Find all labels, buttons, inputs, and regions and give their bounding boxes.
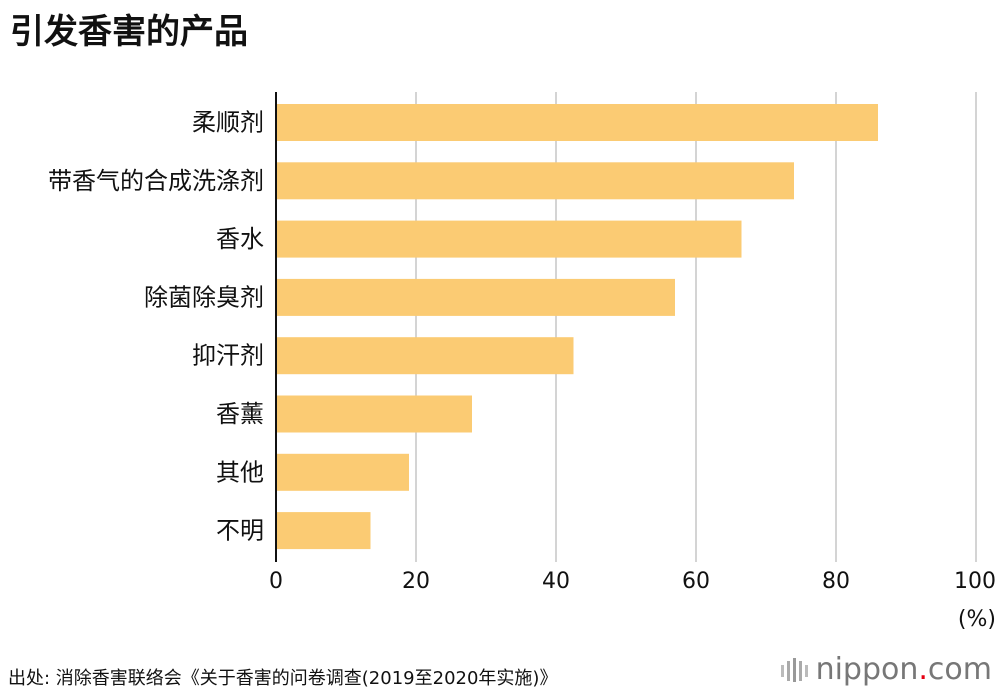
x-axis-unit-label: (%)	[958, 607, 996, 632]
logo-dot: .	[918, 652, 928, 687]
category-label-3: 除菌除臭剂	[144, 283, 264, 311]
nippon-logo[interactable]: nippon. com	[780, 652, 992, 687]
bar-3	[276, 278, 675, 316]
category-label-1: 带香气的合成洗涤剂	[48, 167, 264, 195]
category-label-6: 其他	[216, 458, 264, 486]
bar-4	[276, 337, 574, 375]
bar-6	[276, 453, 409, 491]
category-label-2: 香水	[216, 225, 264, 253]
bar-7	[276, 512, 371, 550]
category-label-5: 香薰	[216, 400, 264, 428]
x-tick-label-60: 60	[682, 569, 710, 594]
x-tick-label-0: 0	[269, 569, 283, 594]
logo-text: nippon	[815, 652, 919, 687]
bar-5	[276, 395, 472, 433]
x-tick-label-80: 80	[822, 569, 850, 594]
x-tick-label-100: 100	[954, 569, 996, 594]
category-label-7: 不明	[216, 517, 264, 545]
bar-1	[276, 162, 794, 200]
nippon-logo-icon	[780, 657, 808, 682]
bar-0	[276, 104, 878, 141]
source-note: 出处: 消除香害联络会《关于香害的问卷调查(2019至2020年实施)》	[8, 668, 558, 689]
bar-2	[276, 220, 742, 258]
x-tick-label-20: 20	[402, 569, 430, 594]
category-label-0: 柔顺剂	[192, 109, 264, 137]
category-label-4: 抑汗剂	[192, 342, 264, 370]
logo-suffix: com	[927, 652, 992, 687]
x-tick-label-40: 40	[542, 569, 570, 594]
chart-title: 引发香害的产品	[10, 12, 248, 52]
